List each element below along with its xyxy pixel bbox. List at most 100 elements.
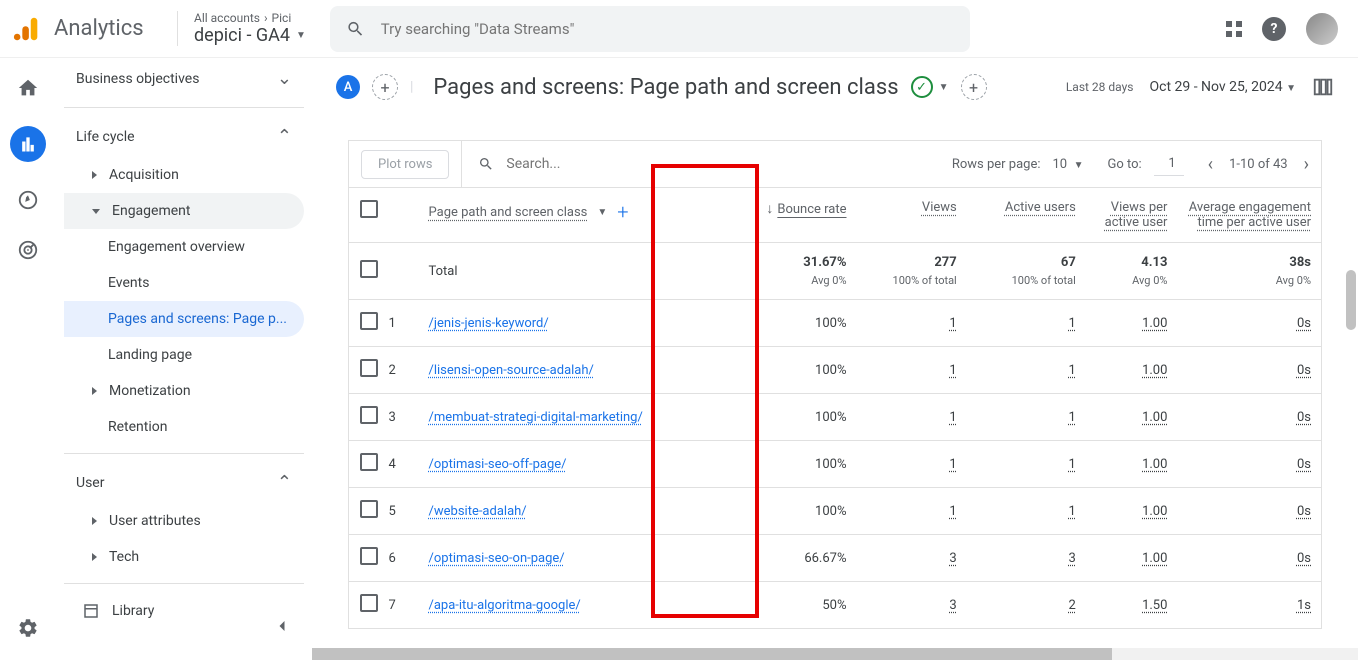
add-dimension-button[interactable]: +: [617, 200, 628, 224]
sidebar-item-user-attributes[interactable]: User attributes: [64, 503, 304, 539]
home-icon[interactable]: [16, 76, 40, 100]
content-area: A + | Pages and screens: Page path and s…: [312, 58, 1358, 660]
row-checkbox[interactable]: [360, 359, 378, 377]
page-path-link[interactable]: /membuat-strategi-digital-marketing/: [419, 394, 726, 441]
date-range-picker[interactable]: Oct 29 - Nov 25, 2024 ▼: [1149, 79, 1296, 95]
row-checkbox[interactable]: [360, 406, 378, 424]
vertical-scrollbar[interactable]: [1346, 270, 1356, 330]
column-header-views-per-user[interactable]: Views per active user: [1086, 188, 1178, 243]
table-row: 7 /apa-itu-algoritma-google/ 50% 3 2 1.5…: [349, 582, 1322, 629]
help-icon[interactable]: ?: [1262, 17, 1286, 41]
page-path-link[interactable]: /website-adalah/: [419, 488, 726, 535]
sidebar-item-landing-page[interactable]: Landing page: [64, 337, 304, 373]
property-name: depici - GA4 ▼: [194, 25, 306, 46]
account-selector[interactable]: All accounts › Pici depici - GA4 ▼: [177, 11, 322, 46]
collapse-sidebar-button[interactable]: [272, 616, 292, 640]
report-header: A + | Pages and screens: Page path and s…: [312, 58, 1358, 116]
sidebar-item-pages-screens[interactable]: Pages and screens: Page p...: [64, 301, 304, 337]
data-table-container: Plot rows Rows per page: 10 ▼ Go to: 1 ‹: [312, 116, 1358, 660]
table-row: 2 /lisensi-open-source-adalah/ 100% 1 1 …: [349, 347, 1322, 394]
cell-avg-engagement: 0s: [1177, 488, 1321, 535]
sidebar-item-tech[interactable]: Tech: [64, 539, 304, 575]
goto-input[interactable]: 1: [1154, 152, 1184, 176]
cell-active-users: 1: [967, 300, 1086, 347]
column-header-active-users[interactable]: Active users: [967, 188, 1086, 243]
row-checkbox[interactable]: [360, 594, 378, 612]
cell-avg-engagement: 0s: [1177, 535, 1321, 582]
advertising-icon[interactable]: [16, 238, 40, 262]
cell-bounce-rate: 100%: [725, 347, 856, 394]
column-header-bounce-rate[interactable]: ↓Bounce rate: [725, 188, 856, 243]
cell-views: 3: [857, 535, 967, 582]
prev-page-button[interactable]: ‹: [1208, 154, 1213, 175]
page-path-link[interactable]: /lisensi-open-source-adalah/: [419, 347, 726, 394]
sidebar-item-events[interactable]: Events: [64, 265, 304, 301]
goto-row: Go to: 1: [1107, 152, 1183, 176]
sidebar-section-user[interactable]: User ⌃: [64, 462, 304, 503]
plot-rows-button[interactable]: Plot rows: [361, 150, 449, 179]
topbar-actions: ?: [1226, 13, 1346, 45]
page-path-link[interactable]: /apa-itu-algoritma-google/: [419, 582, 726, 629]
row-number: 5: [389, 488, 419, 535]
cell-bounce-rate: 100%: [725, 300, 856, 347]
settings-icon[interactable]: [16, 616, 40, 640]
sidebar-item-monetization[interactable]: Monetization: [64, 373, 304, 409]
row-checkbox[interactable]: [360, 312, 378, 330]
chevron-right-icon: ›: [264, 11, 268, 25]
caret-right-icon: [92, 553, 97, 561]
chevron-up-icon: ⌃: [277, 472, 292, 493]
table-row: 5 /website-adalah/ 100% 1 1 1.00 0s: [349, 488, 1322, 535]
cell-bounce-rate: 100%: [725, 394, 856, 441]
table-row: 6 /optimasi-seo-on-page/ 66.67% 3 3 1.00…: [349, 535, 1322, 582]
rows-per-page: Rows per page: 10 ▼: [952, 157, 1084, 172]
next-page-button[interactable]: ›: [1304, 154, 1309, 175]
totals-row: Total 31.67%Avg 0% 277100% of total 6710…: [349, 243, 1322, 300]
add-comparison-button[interactable]: +: [372, 74, 398, 100]
cell-bounce-rate: 66.67%: [725, 535, 856, 582]
cell-avg-engagement: 0s: [1177, 300, 1321, 347]
column-header-dimension[interactable]: Page path and screen class ▼ +: [419, 188, 726, 243]
nav-rail: [0, 58, 56, 660]
sidebar-item-library[interactable]: Library: [64, 592, 304, 630]
sidebar-item-engagement-overview[interactable]: Engagement overview: [64, 229, 304, 265]
row-checkbox[interactable]: [360, 453, 378, 471]
audience-badge[interactable]: A: [336, 75, 360, 99]
apps-icon[interactable]: [1226, 21, 1242, 37]
explore-icon[interactable]: [16, 188, 40, 212]
avatar[interactable]: [1306, 13, 1338, 45]
search-icon: [346, 19, 365, 39]
page-path-link[interactable]: /optimasi-seo-on-page/: [419, 535, 726, 582]
column-header-avg-engagement[interactable]: Average engagement time per active user: [1177, 188, 1321, 243]
account-path: All accounts › Pici: [194, 11, 306, 25]
check-icon[interactable]: ✓: [911, 76, 933, 98]
caret-right-icon: [92, 387, 97, 395]
page-path-link[interactable]: /jenis-jenis-keyword/: [419, 300, 726, 347]
dropdown-caret-icon[interactable]: ▼: [939, 82, 949, 93]
sidebar-section-life-cycle[interactable]: Life cycle ⌃: [64, 116, 304, 157]
row-checkbox[interactable]: [360, 260, 378, 278]
divider: [64, 583, 304, 584]
column-header-views[interactable]: Views: [857, 188, 967, 243]
select-all-checkbox[interactable]: [360, 200, 378, 218]
cell-views: 1: [857, 300, 967, 347]
global-search[interactable]: [330, 6, 970, 52]
customize-columns-icon[interactable]: [1312, 76, 1334, 98]
row-checkbox[interactable]: [360, 547, 378, 565]
sidebar-item-retention[interactable]: Retention: [64, 409, 304, 445]
reports-icon[interactable]: [10, 126, 46, 162]
cell-views-per-user: 1.50: [1086, 582, 1178, 629]
row-checkbox[interactable]: [360, 500, 378, 518]
search-input[interactable]: [381, 20, 954, 38]
add-filter-button[interactable]: +: [961, 74, 987, 100]
rows-per-page-select[interactable]: 10 ▼: [1053, 157, 1084, 172]
sidebar-item-engagement[interactable]: Engagement: [64, 193, 304, 229]
product-name: Analytics: [54, 16, 144, 41]
cell-active-users: 1: [967, 441, 1086, 488]
report-sidebar: Business objectives ⌄ Life cycle ⌃ Acqui…: [56, 58, 312, 660]
horizontal-scrollbar[interactable]: [312, 648, 1358, 660]
sidebar-item-acquisition[interactable]: Acquisition: [64, 157, 304, 193]
table-search-input[interactable]: [506, 156, 726, 172]
table-search[interactable]: [462, 155, 742, 173]
page-path-link[interactable]: /optimasi-seo-off-page/: [419, 441, 726, 488]
sidebar-section-business-objectives[interactable]: Business objectives ⌄: [64, 58, 304, 99]
